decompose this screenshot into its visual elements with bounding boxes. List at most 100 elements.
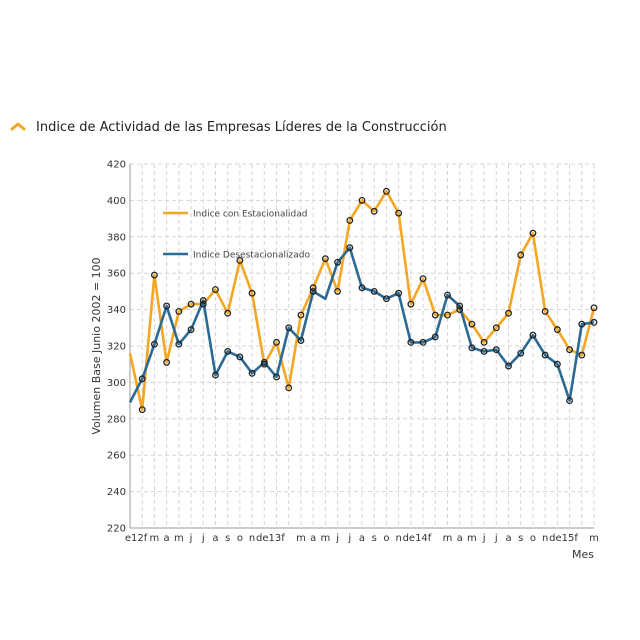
data-point xyxy=(297,337,305,344)
x-tick-label: o xyxy=(237,533,243,544)
x-tick-label: s xyxy=(518,533,523,544)
data-point xyxy=(505,362,512,370)
data-point xyxy=(578,320,586,328)
data-point xyxy=(224,348,232,355)
data-point xyxy=(553,360,561,368)
legend: Indice con Estacionalidad Indice Desestac… xyxy=(163,210,310,261)
data-point xyxy=(346,244,354,252)
data-point xyxy=(212,286,219,294)
y-tick-label: 240 xyxy=(107,487,126,498)
data-point xyxy=(334,258,342,266)
data-point xyxy=(309,287,317,295)
y-tick-label: 420 xyxy=(107,160,126,171)
data-point xyxy=(358,196,366,204)
data-point xyxy=(175,340,183,348)
y-tick-label: 280 xyxy=(107,414,126,425)
x-tick-label: j xyxy=(482,533,486,544)
data-point xyxy=(138,406,146,414)
x-tick-label: n xyxy=(395,533,401,544)
y-tick-label: 340 xyxy=(107,305,126,316)
x-tick-label: j xyxy=(201,533,205,544)
data-point xyxy=(444,291,451,299)
series-1-markers xyxy=(138,187,598,414)
x-tick-label: j xyxy=(335,533,339,544)
data-point xyxy=(163,302,171,310)
data-point xyxy=(541,307,549,315)
data-point xyxy=(553,326,561,334)
data-point xyxy=(163,358,171,366)
data-point xyxy=(248,289,256,297)
x-tick-label: s xyxy=(225,533,230,544)
x-tick-label: j xyxy=(494,533,498,544)
data-point xyxy=(224,309,232,317)
data-point xyxy=(468,320,476,328)
data-point xyxy=(187,326,195,334)
x-tick-label: a xyxy=(457,533,463,544)
series-layer xyxy=(128,187,598,414)
x-tick-label: m xyxy=(443,533,453,544)
data-point xyxy=(175,307,183,315)
chevron-up-icon xyxy=(10,122,26,131)
data-point xyxy=(346,216,354,224)
series-2 xyxy=(128,246,595,403)
data-point xyxy=(248,369,256,377)
y-tick-label: 260 xyxy=(107,451,126,462)
data-point xyxy=(285,324,293,332)
data-point xyxy=(444,311,451,319)
data-point xyxy=(566,346,574,354)
data-point xyxy=(395,209,403,217)
data-point xyxy=(212,371,219,379)
data-point xyxy=(395,289,403,297)
data-point xyxy=(492,324,500,332)
y-tick-label: 220 xyxy=(107,524,126,535)
y-tick-label: 400 xyxy=(107,196,126,207)
data-point xyxy=(566,397,574,405)
x-tick-label: n xyxy=(542,533,548,544)
x-tick-label: a xyxy=(505,533,511,544)
data-point xyxy=(480,348,488,355)
chart-title: Indice de Actividad de las Empresas Líde… xyxy=(36,120,447,135)
series-2-markers xyxy=(138,244,598,405)
x-tick-label: a xyxy=(310,533,316,544)
series-line xyxy=(128,246,595,403)
data-point xyxy=(358,284,366,292)
data-point xyxy=(541,351,549,359)
x-tick-label: a xyxy=(359,533,365,544)
x-tick-label: o xyxy=(530,533,536,544)
data-point xyxy=(382,187,390,195)
x-tick-label: m xyxy=(150,533,160,544)
data-point xyxy=(236,353,244,361)
data-point xyxy=(370,207,378,215)
data-point xyxy=(480,338,488,346)
title-group: Indice de Actividad de las Empresas Líde… xyxy=(10,120,447,135)
data-point xyxy=(199,300,207,308)
data-point xyxy=(419,275,427,283)
data-point xyxy=(431,311,439,319)
series-line xyxy=(128,190,596,412)
data-point xyxy=(260,358,268,366)
data-point xyxy=(150,340,158,348)
y-tick-label: 300 xyxy=(107,378,126,389)
x-tick-label: de14f xyxy=(403,533,432,544)
y-axis-title: Volumen Base Junio 2002 = 100 xyxy=(90,257,103,434)
data-point xyxy=(297,311,305,319)
x-tick-label: m xyxy=(320,533,330,544)
x-tick-label: m xyxy=(467,533,477,544)
x-tick-label: a xyxy=(212,533,218,544)
data-point xyxy=(517,349,525,357)
x-axis-title: Mes xyxy=(572,548,594,561)
x-tick-label: m xyxy=(296,533,306,544)
x-tick-label: n xyxy=(249,533,255,544)
data-point xyxy=(590,318,598,326)
data-point xyxy=(309,284,317,292)
x-tick-label: de15f xyxy=(549,533,578,544)
data-point xyxy=(334,287,342,295)
data-point xyxy=(407,338,415,346)
x-tick-label: j xyxy=(189,533,193,544)
data-point xyxy=(419,338,427,346)
data-point xyxy=(321,255,329,263)
data-point xyxy=(187,300,195,308)
data-point xyxy=(456,306,464,314)
